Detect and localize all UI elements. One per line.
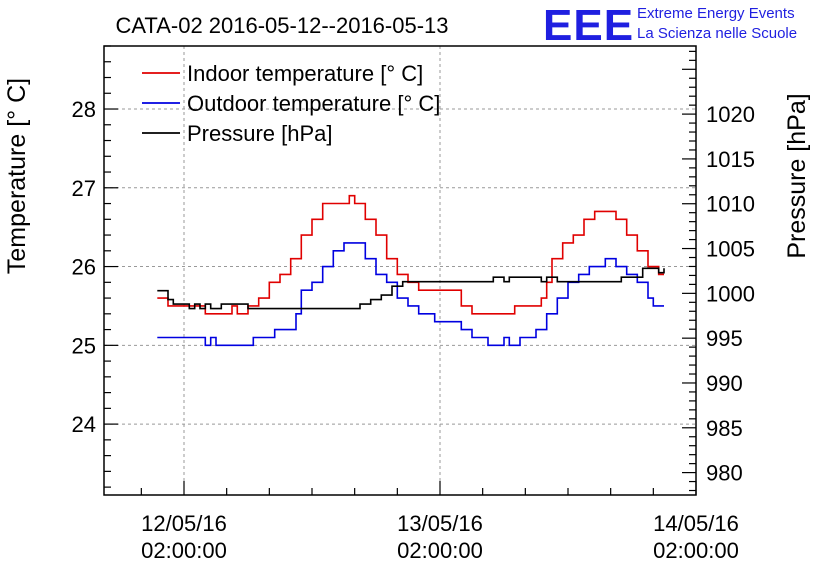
x-tick-time-0: 02:00:00 <box>141 538 227 563</box>
y-tick-label-1: 25 <box>72 333 96 358</box>
series-layer <box>157 194 665 347</box>
y2-tick-label-4: 1000 <box>706 281 755 306</box>
chart-title: CATA-02 2016-05-12--2016-05-13 <box>115 13 448 38</box>
legend-label-0: Indoor temperature [° C] <box>187 61 423 86</box>
legend-label-2: Pressure [hPa] <box>187 121 333 146</box>
y2-tick-label-7: 1015 <box>706 147 755 172</box>
y-tick-label-4: 28 <box>72 97 96 122</box>
y2-tick-label-1: 985 <box>706 416 743 441</box>
y2-tick-label-6: 1010 <box>706 192 755 217</box>
y-tick-label-0: 24 <box>72 412 96 437</box>
legend: Indoor temperature [° C] Outdoor temperat… <box>142 61 440 146</box>
series-line-2 <box>157 267 665 310</box>
x-tick-date-0: 12/05/16 <box>141 511 227 536</box>
logo-line-2: La Scienza nelle Scuole <box>637 25 797 42</box>
legend-label-1: Outdoor temperature [° C] <box>187 91 440 116</box>
y2-tick-label-8: 1020 <box>706 102 755 127</box>
series-line-0 <box>157 194 664 315</box>
series-line-1 <box>157 242 664 347</box>
y2-tick-label-3: 995 <box>706 326 743 351</box>
logo-line-1: Extreme Energy Events <box>637 5 795 22</box>
y2-tick-label-0: 980 <box>706 461 743 486</box>
tick-labels: 24 25 26 27 28 980 985 990 995 1000 1005 1010 1015 10… <box>72 97 755 563</box>
logo-letters: EEE <box>543 1 634 50</box>
x-tick-date-1: 13/05/16 <box>397 511 483 536</box>
y2-tick-label-5: 1005 <box>706 237 755 262</box>
y-axis-title: Temperature [° C] <box>3 78 31 274</box>
axes <box>103 45 697 496</box>
x-tick-time-2: 02:00:00 <box>653 538 739 563</box>
y2-axis-title: Pressure [hPa] <box>783 93 811 258</box>
y-tick-label-2: 26 <box>72 255 96 280</box>
logo: EEE Extreme Energy Events La Scienza nel… <box>543 1 797 50</box>
x-tick-time-1: 02:00:00 <box>397 538 483 563</box>
x-tick-date-2: 14/05/16 <box>653 511 739 536</box>
y-tick-label-3: 27 <box>72 176 96 201</box>
y2-tick-label-2: 990 <box>706 371 743 396</box>
plot-frame <box>103 45 697 496</box>
